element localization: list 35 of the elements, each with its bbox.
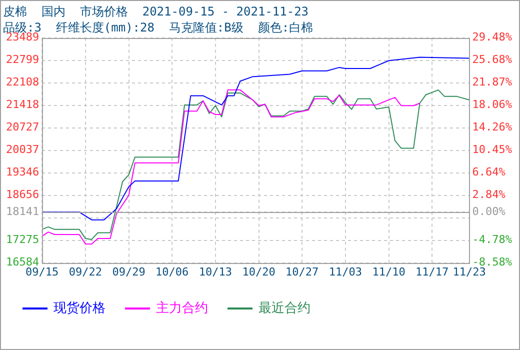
y-tick-label: 18141 — [6, 204, 40, 218]
y2-tick-label: 29.48% — [472, 30, 512, 44]
x-tick-label: 10/06 — [156, 265, 189, 278]
y-tick-label: 23489 — [6, 30, 40, 44]
y2-tick-label: -4.78% — [472, 233, 512, 246]
y-tick-label: 18656 — [6, 188, 40, 202]
x-tick-label: 11/17 — [416, 265, 449, 278]
y2-tick-label: 14.26% — [472, 120, 512, 134]
x-tick-label: 09/15 — [26, 265, 59, 278]
y2-tick-label: 21.87% — [472, 76, 512, 89]
legend-label: 主力合约 — [156, 300, 208, 316]
x-tick-label: 11/10 — [372, 265, 406, 278]
legend-label: 最近合约 — [258, 300, 310, 316]
legend-label: 现货价格 — [54, 300, 106, 316]
y2-tick-label: 2.84% — [472, 188, 506, 202]
y-tick-label: 22799 — [6, 53, 40, 66]
y2-tick-label: 0.00% — [472, 204, 506, 218]
y2-tick-label: 10.45% — [472, 143, 512, 156]
y-tick-label: 20037 — [6, 143, 40, 156]
y-tick-label: 17275 — [6, 233, 40, 246]
x-tick-label: 11/03 — [328, 265, 362, 278]
y2-tick-label: 18.06% — [472, 98, 512, 112]
chart-title: 皮棉 国内 市场价格 2021-09-15 - 2021-11-23 — [3, 4, 309, 18]
x-tick-label: 11/23 — [452, 265, 486, 278]
y-tick-label: 20727 — [6, 120, 40, 134]
x-tick-label: 09/29 — [112, 265, 146, 278]
x-tick-label: 10/20 — [242, 265, 276, 278]
y2-tick-label: 6.64% — [472, 166, 506, 179]
y-tick-label: 21418 — [6, 98, 40, 112]
x-tick-label: 10/13 — [198, 265, 232, 278]
y-tick-label: 22108 — [6, 76, 40, 89]
x-tick-label: 10/27 — [286, 265, 319, 278]
y-tick-label: 19346 — [6, 166, 40, 179]
y2-tick-label: 25.68% — [472, 53, 512, 66]
x-tick-label: 09/22 — [68, 265, 102, 278]
